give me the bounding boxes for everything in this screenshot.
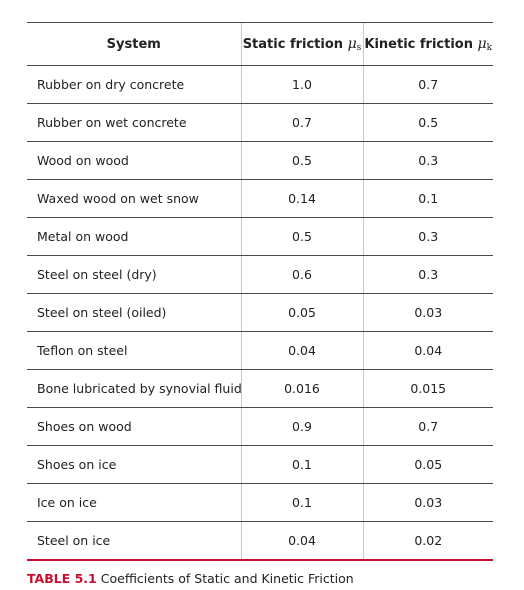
cell-kinetic: 0.5 bbox=[362, 103, 493, 142]
cell-system: Bone lubricated by synovial fluid bbox=[27, 369, 242, 408]
cell-kinetic: 0.3 bbox=[362, 141, 493, 180]
cell-static: 0.5 bbox=[240, 141, 363, 180]
table-row: Bone lubricated by synovial fluid 0.016 … bbox=[27, 369, 493, 408]
cell-static: 0.1 bbox=[240, 483, 363, 522]
cell-system: Wood on wood bbox=[27, 141, 241, 180]
cell-system: Shoes on ice bbox=[27, 445, 241, 484]
cell-kinetic: 0.3 bbox=[362, 217, 493, 256]
table-row: Steel on steel (oiled) 0.05 0.03 bbox=[27, 293, 493, 332]
cell-static: 0.04 bbox=[240, 331, 363, 370]
static-mu-letter: μ bbox=[347, 35, 357, 52]
table-row: Steel on ice 0.04 0.02 bbox=[27, 521, 493, 561]
header-row: System Static friction μs Kinetic fricti… bbox=[27, 22, 493, 66]
cell-static: 0.5 bbox=[240, 217, 363, 256]
cell-kinetic: 0.05 bbox=[362, 445, 493, 484]
cell-kinetic: 0.7 bbox=[362, 65, 493, 104]
cell-static: 0.1 bbox=[240, 445, 363, 484]
kinetic-mu-letter: μ bbox=[477, 35, 487, 52]
table-row: Rubber on wet concrete 0.7 0.5 bbox=[27, 103, 493, 142]
kinetic-mu-subscript: k bbox=[486, 42, 493, 53]
cell-system: Teflon on steel bbox=[27, 331, 241, 370]
table-row: Ice on ice 0.1 0.03 bbox=[27, 483, 493, 522]
cell-system: Ice on ice bbox=[27, 483, 241, 522]
cell-static: 1.0 bbox=[240, 65, 363, 104]
cell-system: Shoes on wood bbox=[27, 407, 241, 446]
cell-system: Metal on wood bbox=[27, 217, 241, 256]
friction-coefficients-table: System Static friction μs Kinetic fricti… bbox=[27, 22, 493, 561]
cell-static: 0.04 bbox=[240, 521, 363, 561]
table-row: Shoes on ice 0.1 0.05 bbox=[27, 445, 493, 484]
static-mu-symbol: μs bbox=[347, 35, 362, 53]
header-system-label: System bbox=[106, 36, 161, 52]
table-row: Waxed wood on wet snow 0.14 0.1 bbox=[27, 179, 493, 218]
cell-kinetic: 0.3 bbox=[362, 255, 493, 294]
table-row: Rubber on dry concrete 1.0 0.7 bbox=[27, 65, 493, 104]
header-static-label: Static friction bbox=[242, 36, 344, 52]
cell-system: Rubber on dry concrete bbox=[27, 65, 241, 104]
cell-static: 0.7 bbox=[240, 103, 363, 142]
cell-system: Rubber on wet concrete bbox=[27, 103, 241, 142]
static-mu-subscript: s bbox=[356, 42, 362, 53]
cell-static: 0.6 bbox=[240, 255, 363, 294]
kinetic-mu-symbol: μk bbox=[477, 35, 493, 53]
cell-static: 0.016 bbox=[240, 369, 363, 408]
table-caption: TABLE 5.1 Coefficients of Static and Kine… bbox=[27, 571, 354, 586]
cell-system: Steel on steel (oiled) bbox=[27, 293, 241, 332]
cell-kinetic: 0.7 bbox=[362, 407, 493, 446]
table-header: System Static friction μs Kinetic fricti… bbox=[27, 22, 493, 66]
table-row: Teflon on steel 0.04 0.04 bbox=[27, 331, 493, 370]
table-row: Metal on wood 0.5 0.3 bbox=[27, 217, 493, 256]
cell-kinetic: 0.02 bbox=[362, 521, 493, 561]
header-kinetic-label: Kinetic friction bbox=[364, 36, 473, 52]
cell-system: Steel on ice bbox=[27, 521, 241, 561]
table-body: Rubber on dry concrete 1.0 0.7 Rubber on… bbox=[27, 65, 493, 561]
header-static-friction: Static friction μs bbox=[240, 22, 363, 66]
header-system: System bbox=[27, 22, 241, 66]
table-row: Steel on steel (dry) 0.6 0.3 bbox=[27, 255, 493, 294]
caption-text: Coefficients of Static and Kinetic Frict… bbox=[100, 571, 354, 586]
header-kinetic-friction: Kinetic friction μk bbox=[362, 22, 493, 66]
cell-static: 0.9 bbox=[240, 407, 363, 446]
table-row: Shoes on wood 0.9 0.7 bbox=[27, 407, 493, 446]
cell-kinetic: 0.1 bbox=[362, 179, 493, 218]
cell-system: Steel on steel (dry) bbox=[27, 255, 241, 294]
caption-label: TABLE 5.1 bbox=[27, 571, 97, 586]
cell-static: 0.05 bbox=[240, 293, 363, 332]
cell-kinetic: 0.03 bbox=[362, 483, 493, 522]
cell-kinetic: 0.03 bbox=[362, 293, 493, 332]
cell-system: Waxed wood on wet snow bbox=[27, 179, 241, 218]
table-row: Wood on wood 0.5 0.3 bbox=[27, 141, 493, 180]
cell-kinetic: 0.015 bbox=[362, 369, 493, 408]
cell-kinetic: 0.04 bbox=[362, 331, 493, 370]
cell-static: 0.14 bbox=[240, 179, 363, 218]
friction-table-container: System Static friction μs Kinetic fricti… bbox=[27, 22, 493, 561]
